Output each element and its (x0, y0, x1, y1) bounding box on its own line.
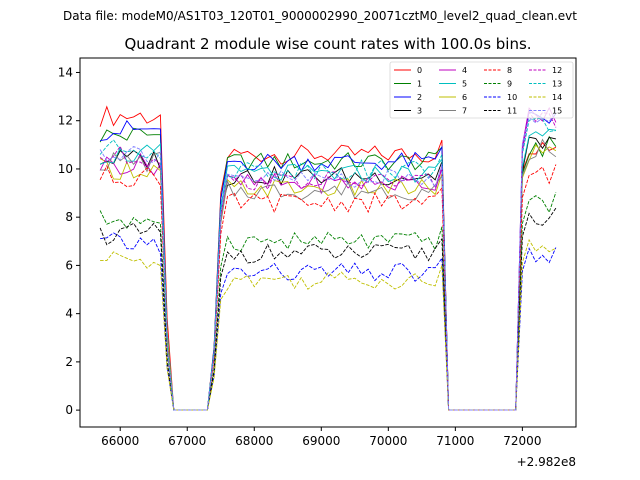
legend-label-3: 3 (417, 107, 422, 116)
chart-suptitle: Data file: modeM0/AS1T03_120T01_90000029… (63, 9, 577, 23)
legend-label-10: 10 (507, 93, 517, 102)
x-tick-label: 68000 (235, 434, 273, 448)
x-tick-label: 69000 (302, 434, 340, 448)
x-tick-label: 70000 (369, 434, 407, 448)
y-tick-label: 10 (58, 162, 73, 176)
x-tick-label: 71000 (436, 434, 474, 448)
legend-label-11: 11 (507, 107, 517, 116)
legend-label-2: 2 (417, 93, 422, 102)
legend-label-5: 5 (462, 80, 467, 89)
series-line-11 (99, 207, 557, 411)
series-line-15 (99, 109, 557, 411)
y-tick-label: 12 (58, 114, 73, 128)
x-tick-label: 67000 (168, 434, 206, 448)
legend-label-14: 14 (552, 93, 562, 102)
y-tick-label: 0 (65, 403, 73, 417)
y-tick-label: 14 (58, 65, 73, 79)
x-tick-label: 72000 (503, 434, 541, 448)
legend-label-15: 15 (552, 107, 562, 116)
legend-label-7: 7 (462, 107, 467, 116)
y-tick-label: 6 (65, 258, 73, 272)
y-tick-label: 2 (65, 355, 73, 369)
series-lines (99, 105, 557, 411)
y-tick-label: 4 (65, 307, 73, 321)
legend-label-12: 12 (552, 66, 562, 75)
legend-label-1: 1 (417, 80, 422, 89)
legend-label-8: 8 (507, 66, 512, 75)
series-line-10 (100, 232, 557, 411)
x-axis-offset-label: +2.982e8 (517, 455, 576, 469)
legend-label-6: 6 (462, 93, 467, 102)
chart-title: Quadrant 2 module wise count rates with … (124, 35, 531, 53)
legend-label-4: 4 (462, 66, 467, 75)
x-tick-label: 66000 (101, 434, 139, 448)
y-tick-label: 8 (65, 210, 73, 224)
legend-label-0: 0 (417, 66, 422, 75)
series-line-14 (100, 238, 557, 411)
plot-area: 66000 67000 68000 69000 70000 71000 72000 0 2 4 6 8… (58, 57, 577, 448)
legend-box (389, 61, 574, 119)
legend-label-13: 13 (552, 80, 562, 89)
series-line-1 (99, 127, 557, 411)
axes-frame (79, 57, 577, 428)
legend-label-9: 9 (507, 80, 512, 89)
